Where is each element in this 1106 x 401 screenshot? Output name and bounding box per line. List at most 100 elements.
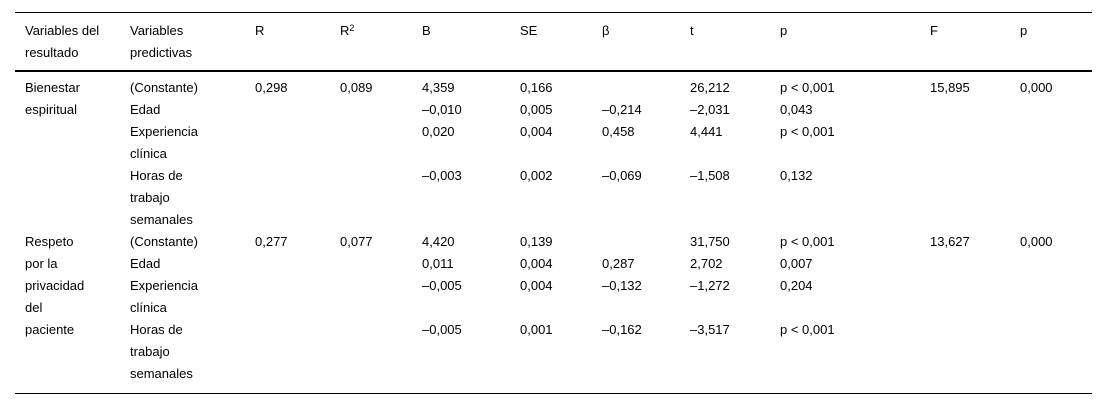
outcome-variable-cell: Respeto por la privacidad del paciente — [25, 234, 85, 337]
col-header-p: p — [780, 12, 930, 72]
cell-r-squared — [340, 165, 422, 231]
col-header-r: R — [255, 12, 340, 72]
cell-r-squared: 0,089 — [340, 80, 373, 95]
cell-se: 0,004 — [520, 278, 553, 293]
table-row: Respeto por la privacidad del paciente (… — [15, 231, 1092, 337]
cell-beta: –0,069 — [602, 168, 642, 183]
cell-p-model — [1020, 121, 1092, 165]
predictor-cell: Experiencia clínica — [130, 124, 198, 161]
table-row: Bienestar espiritual (Constante) 0,298 0… — [15, 71, 1092, 117]
cell-f — [930, 319, 1020, 394]
cell-p: 0,132 — [780, 168, 813, 183]
predictor-cell: (Constante) — [130, 80, 198, 95]
cell-r: 0,277 — [255, 234, 288, 249]
cell-se: 0,004 — [520, 124, 553, 139]
cell-p: 0,043 — [780, 102, 813, 117]
cell-se: 0,002 — [520, 168, 553, 183]
col-header-outcome-variables: Variables del resultado — [15, 12, 130, 72]
cell-r — [255, 253, 340, 275]
cell-se: 0,166 — [520, 80, 553, 95]
cell-se: 0,005 — [520, 102, 553, 117]
cell-r-squared: 0,077 — [340, 234, 373, 249]
predictor-cell: Experiencia clínica — [130, 278, 198, 315]
table-row: Horas de trabajo semanales –0,003 0,002 … — [15, 165, 1092, 231]
cell-beta: –0,214 — [602, 102, 642, 117]
cell-r — [255, 99, 340, 121]
outcome-variable-cell: Bienestar espiritual — [25, 80, 80, 117]
predictor-cell: (Constante) — [130, 234, 198, 249]
cell-f — [930, 121, 1020, 165]
cell-se: 0,004 — [520, 256, 553, 271]
table-row: Experiencia clínica –0,005 0,004 –0,132 … — [15, 275, 1092, 319]
cell-f — [930, 275, 1020, 319]
cell-r: 0,298 — [255, 80, 288, 95]
cell-b: 0,011 — [422, 256, 454, 271]
cell-t: –2,031 — [690, 102, 730, 117]
cell-p-model — [1020, 275, 1092, 319]
cell-t: –1,272 — [690, 278, 730, 293]
cell-r-squared — [340, 253, 422, 275]
cell-p: p < 0,001 — [780, 322, 835, 337]
cell-beta — [602, 71, 690, 99]
cell-r — [255, 319, 340, 394]
cell-r-squared — [340, 121, 422, 165]
cell-beta — [602, 231, 690, 253]
col-header-se: SE — [520, 12, 602, 72]
table-row: Experiencia clínica 0,020 0,004 0,458 4,… — [15, 121, 1092, 165]
cell-p-model — [1020, 165, 1092, 231]
regression-results-table-container: Variables del resultado Variables predic… — [15, 12, 1092, 394]
cell-beta: 0,287 — [602, 256, 635, 271]
regression-results-table: Variables del resultado Variables predic… — [15, 12, 1092, 394]
col-header-b: B — [422, 12, 520, 72]
cell-f: 13,627 — [930, 234, 970, 249]
cell-beta: –0,132 — [602, 278, 642, 293]
r-squared-exponent: 2 — [349, 23, 355, 33]
cell-f — [930, 99, 1020, 121]
cell-p-model — [1020, 319, 1092, 394]
predictor-cell: Horas de trabajo semanales — [130, 168, 193, 227]
col-header-r-squared: R2 — [340, 12, 422, 72]
cell-beta: –0,162 — [602, 322, 642, 337]
cell-b: –0,010 — [422, 102, 462, 117]
cell-p: p < 0,001 — [780, 234, 835, 249]
cell-p-model: 0,000 — [1020, 234, 1053, 249]
col-header-p-model: p — [1020, 12, 1092, 72]
cell-b: –0,005 — [422, 278, 462, 293]
r-squared-base: R — [340, 23, 350, 38]
cell-b: 4,359 — [422, 80, 455, 95]
cell-p: p < 0,001 — [780, 124, 835, 139]
table-row: Horas de trabajo semanales –0,005 0,001 … — [15, 319, 1092, 394]
cell-t: –1,508 — [690, 168, 730, 183]
cell-r — [255, 275, 340, 319]
table-header: Variables del resultado Variables predic… — [15, 12, 1092, 72]
cell-p: 0,007 — [780, 256, 813, 271]
cell-t: 26,212 — [690, 80, 730, 95]
table-row: Edad 0,011 0,004 0,287 2,702 0,007 — [15, 253, 1092, 275]
cell-beta: 0,458 — [602, 124, 635, 139]
cell-r — [255, 121, 340, 165]
header-row: Variables del resultado Variables predic… — [15, 12, 1092, 72]
cell-b: –0,005 — [422, 322, 462, 337]
cell-t: 4,441 — [690, 124, 723, 139]
cell-r-squared — [340, 275, 422, 319]
predictor-cell: Edad — [130, 256, 161, 271]
cell-p-model — [1020, 253, 1092, 275]
cell-se: 0,001 — [520, 322, 553, 337]
col-header-beta: β — [602, 12, 690, 72]
cell-f — [930, 253, 1020, 275]
cell-b: 0,020 — [422, 124, 455, 139]
cell-b: 4,420 — [422, 234, 455, 249]
table-body: Bienestar espiritual (Constante) 0,298 0… — [15, 71, 1092, 394]
cell-p-model: 0,000 — [1020, 80, 1053, 95]
col-header-t: t — [690, 12, 780, 72]
predictor-cell: Edad — [130, 102, 161, 117]
cell-r — [255, 165, 340, 231]
cell-b: –0,003 — [422, 168, 462, 183]
cell-f: 15,895 — [930, 80, 970, 95]
cell-p: 0,204 — [780, 278, 813, 293]
cell-t: 2,702 — [690, 256, 723, 271]
col-header-predictor-variables: Variables predictivas — [130, 12, 255, 72]
col-header-f: F — [930, 12, 1020, 72]
cell-r-squared — [340, 99, 422, 121]
cell-p: p < 0,001 — [780, 80, 835, 95]
